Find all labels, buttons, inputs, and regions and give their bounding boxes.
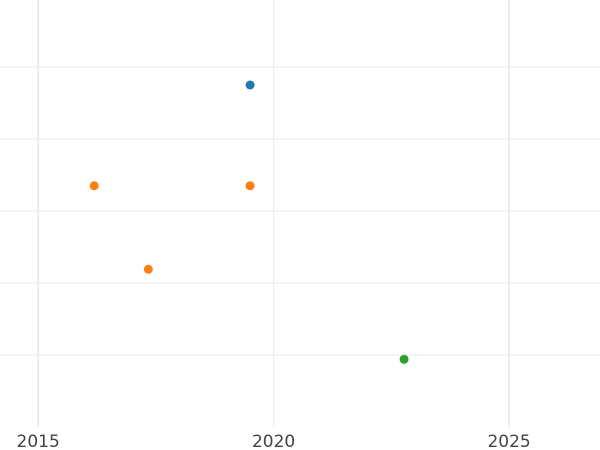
x-tick-label: 2015 [17,432,60,450]
x-tick-label: 2020 [252,432,295,450]
data-points [89,80,409,364]
data-point [89,181,99,191]
x-axis-ticks: 2015 2020 2025 [17,432,531,450]
data-point [245,181,255,191]
data-point [143,264,153,274]
grid [0,0,600,427]
x-tick-label: 2025 [487,432,530,450]
data-point [245,80,255,90]
data-point [399,354,409,364]
